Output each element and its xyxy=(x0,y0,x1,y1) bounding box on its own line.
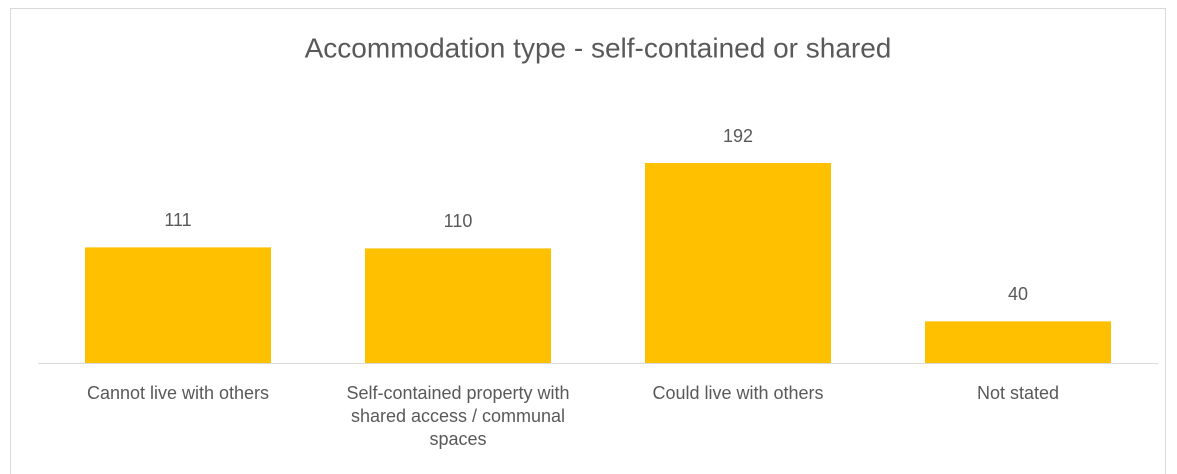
x-tick-label: Could live with others xyxy=(652,383,824,403)
x-tick-label: Self-contained property with shared acce… xyxy=(346,383,570,449)
chart-title: Accommodation type - self-contained or s… xyxy=(305,32,892,63)
data-label: 192 xyxy=(723,126,753,146)
chart-border xyxy=(10,8,1166,474)
bar xyxy=(365,248,551,363)
bar xyxy=(645,163,831,363)
data-label: 40 xyxy=(1008,284,1028,304)
x-tick-label: Cannot live with others xyxy=(86,383,270,403)
data-label: 110 xyxy=(444,211,473,231)
bar xyxy=(925,321,1111,363)
bar xyxy=(85,247,271,363)
data-label: 111 xyxy=(164,210,191,230)
x-tick-label: Not stated xyxy=(976,383,1060,403)
